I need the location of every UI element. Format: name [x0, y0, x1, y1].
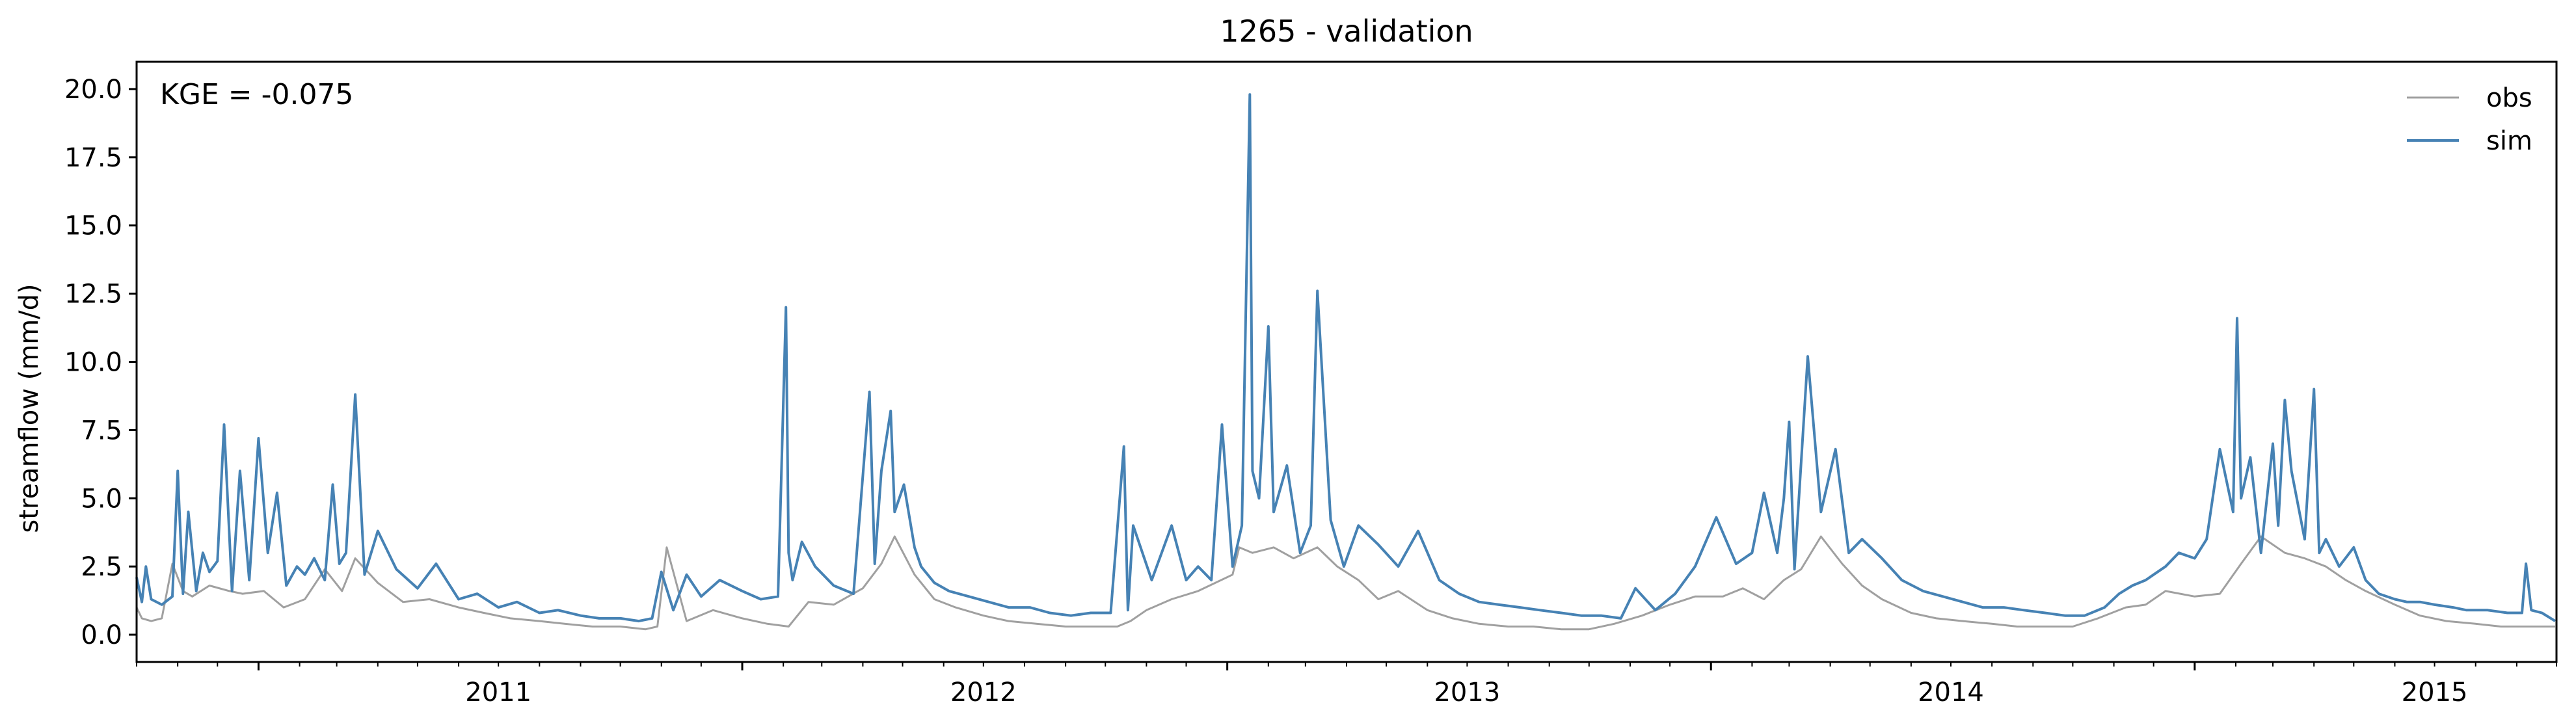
- series-line-obs: [135, 535, 2555, 631]
- y-tick-label: 17.5: [64, 143, 122, 173]
- kge-annotation: KGE = -0.075: [160, 78, 353, 111]
- x-tick-label: 2012: [950, 678, 1017, 707]
- legend-label-obs: obs: [2486, 83, 2532, 113]
- x-tick-label: 2011: [465, 678, 531, 707]
- chart-title: 1265 - validation: [1220, 14, 1473, 49]
- x-tick-label: 2014: [1918, 678, 1984, 707]
- y-tick-label: 2.5: [81, 552, 122, 582]
- x-axis: 2011 2012 2013 2014 2015: [136, 662, 2557, 707]
- y-axis-label: streamflow (mm/d): [14, 284, 44, 533]
- x-tick-label: 2015: [2402, 678, 2468, 707]
- y-tick-label: 7.5: [81, 416, 122, 445]
- y-tick-label: 15.0: [64, 211, 122, 241]
- y-tick-label: 5.0: [81, 484, 122, 514]
- plot-lines: [135, 93, 2556, 631]
- legend-label-sim: sim: [2486, 126, 2532, 156]
- y-tick-label: 20.0: [64, 75, 122, 105]
- series-line-sim: [135, 93, 2556, 623]
- y-axis: 0.0 2.5 5.0 7.5 10.0 12.5 15.0 17.5 20.0: [64, 75, 137, 650]
- y-tick-label: 0.0: [81, 620, 122, 650]
- legend: obs sim: [2407, 83, 2532, 156]
- y-tick-label: 10.0: [64, 348, 122, 378]
- x-tick-label: 2013: [1434, 678, 1500, 707]
- y-tick-label: 12.5: [64, 280, 122, 310]
